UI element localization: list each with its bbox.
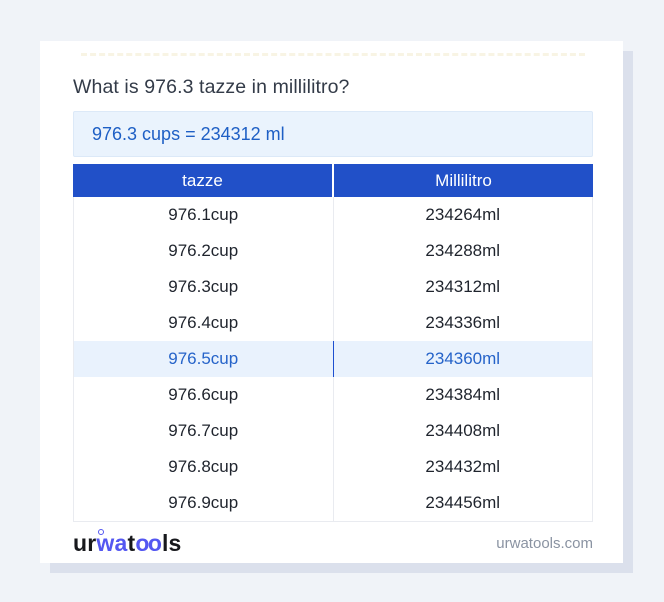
logo-segment: oo <box>135 529 162 556</box>
logo-segment: t <box>127 529 136 556</box>
logo-ring-icon <box>98 528 105 535</box>
cell-tazze[interactable]: 976.5cup <box>74 341 334 377</box>
page-title: What is 976.3 tazze in millilitro? <box>73 76 350 98</box>
table-row[interactable]: 976.8cup 234432ml <box>74 449 592 485</box>
cell-millilitro[interactable]: 234456ml <box>425 493 501 512</box>
table-row[interactable]: 976.6cup 234384ml <box>74 377 592 413</box>
ad-placeholder-divider <box>81 53 585 56</box>
cell-millilitro[interactable]: 234384ml <box>425 385 501 404</box>
table-row[interactable]: 976.2cup 234288ml <box>74 233 592 269</box>
table-row[interactable]: 976.1cup 234264ml <box>74 197 592 233</box>
cell-tazze[interactable]: 976.3cup <box>74 269 334 305</box>
conversion-table: tazze Millilitro 976.1cup 234264ml 976.2cu… <box>73 164 593 522</box>
table-row[interactable]: 976.9cup 234456ml <box>74 485 592 521</box>
cell-millilitro[interactable]: 234432ml <box>425 457 501 476</box>
conversion-result-text: 976.3 cups = 234312 ml <box>92 123 285 144</box>
table-row[interactable]: 976.7cup 234408ml <box>74 413 592 449</box>
column-header-millilitro: Millilitro <box>435 170 492 190</box>
cell-tazze[interactable]: 976.6cup <box>74 377 334 413</box>
cell-tazze[interactable]: 976.2cup <box>74 233 334 269</box>
cell-tazze[interactable]: 976.8cup <box>74 449 334 485</box>
cell-millilitro[interactable]: 234288ml <box>425 241 501 260</box>
cell-tazze[interactable]: 976.4cup <box>74 305 334 341</box>
cell-millilitro[interactable]: 234336ml <box>425 313 501 332</box>
cell-tazze[interactable]: 976.7cup <box>74 413 334 449</box>
table-header-row: tazze Millilitro <box>73 164 593 197</box>
logo-segment: wa <box>96 528 128 556</box>
cell-millilitro[interactable]: 234408ml <box>425 421 501 440</box>
logo-segment: ls <box>161 529 182 556</box>
cell-millilitro[interactable]: 234312ml <box>425 277 501 296</box>
table-row[interactable]: 976.5cup 234360ml <box>74 341 592 377</box>
table-body: 976.1cup 234264ml 976.2cup 234288ml 976.3cup… <box>73 197 593 522</box>
cell-tazze[interactable]: 976.9cup <box>74 485 334 521</box>
converter-card: What is 976.3 tazze in millilitro? 976.3… <box>40 41 623 563</box>
conversion-result-box: 976.3 cups = 234312 ml <box>73 111 593 157</box>
table-row[interactable]: 976.3cup 234312ml <box>74 269 592 305</box>
cell-tazze[interactable]: 976.1cup <box>74 197 334 233</box>
site-domain: urwatools.com <box>496 534 593 552</box>
logo-segment: ur <box>73 529 97 556</box>
table-row[interactable]: 976.4cup 234336ml <box>74 305 592 341</box>
card-footer: urwa tools urwatools.com <box>73 522 593 564</box>
cell-millilitro[interactable]: 234264ml <box>425 205 501 224</box>
cell-millilitro[interactable]: 234360ml <box>425 349 501 368</box>
urwatools-logo[interactable]: urwa tools <box>73 528 182 556</box>
column-header-tazze: tazze <box>73 164 334 197</box>
